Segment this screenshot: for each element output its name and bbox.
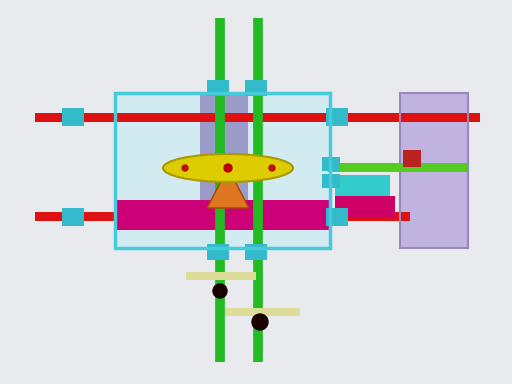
Bar xyxy=(35,212,410,221)
Bar xyxy=(322,174,340,188)
Bar xyxy=(400,93,468,248)
Bar xyxy=(62,208,84,226)
Polygon shape xyxy=(207,168,249,208)
Circle shape xyxy=(269,165,275,171)
Bar xyxy=(322,157,340,171)
Bar xyxy=(335,196,395,218)
Bar xyxy=(335,175,390,217)
Bar xyxy=(328,163,468,172)
Bar xyxy=(326,208,348,226)
Bar xyxy=(115,200,330,230)
Bar xyxy=(400,93,468,248)
Bar xyxy=(186,272,256,280)
Bar xyxy=(403,150,421,167)
Circle shape xyxy=(224,164,232,172)
Circle shape xyxy=(182,165,188,171)
Bar xyxy=(200,93,248,213)
Bar xyxy=(115,93,330,248)
Bar xyxy=(245,80,267,96)
Bar xyxy=(62,108,84,126)
Bar xyxy=(225,308,300,316)
Bar xyxy=(115,93,330,248)
Bar xyxy=(245,244,267,260)
Bar xyxy=(207,244,229,260)
Circle shape xyxy=(252,314,268,330)
Ellipse shape xyxy=(163,154,293,182)
Circle shape xyxy=(213,284,227,298)
Bar xyxy=(326,108,348,126)
Bar xyxy=(35,113,480,122)
Bar xyxy=(207,80,229,96)
